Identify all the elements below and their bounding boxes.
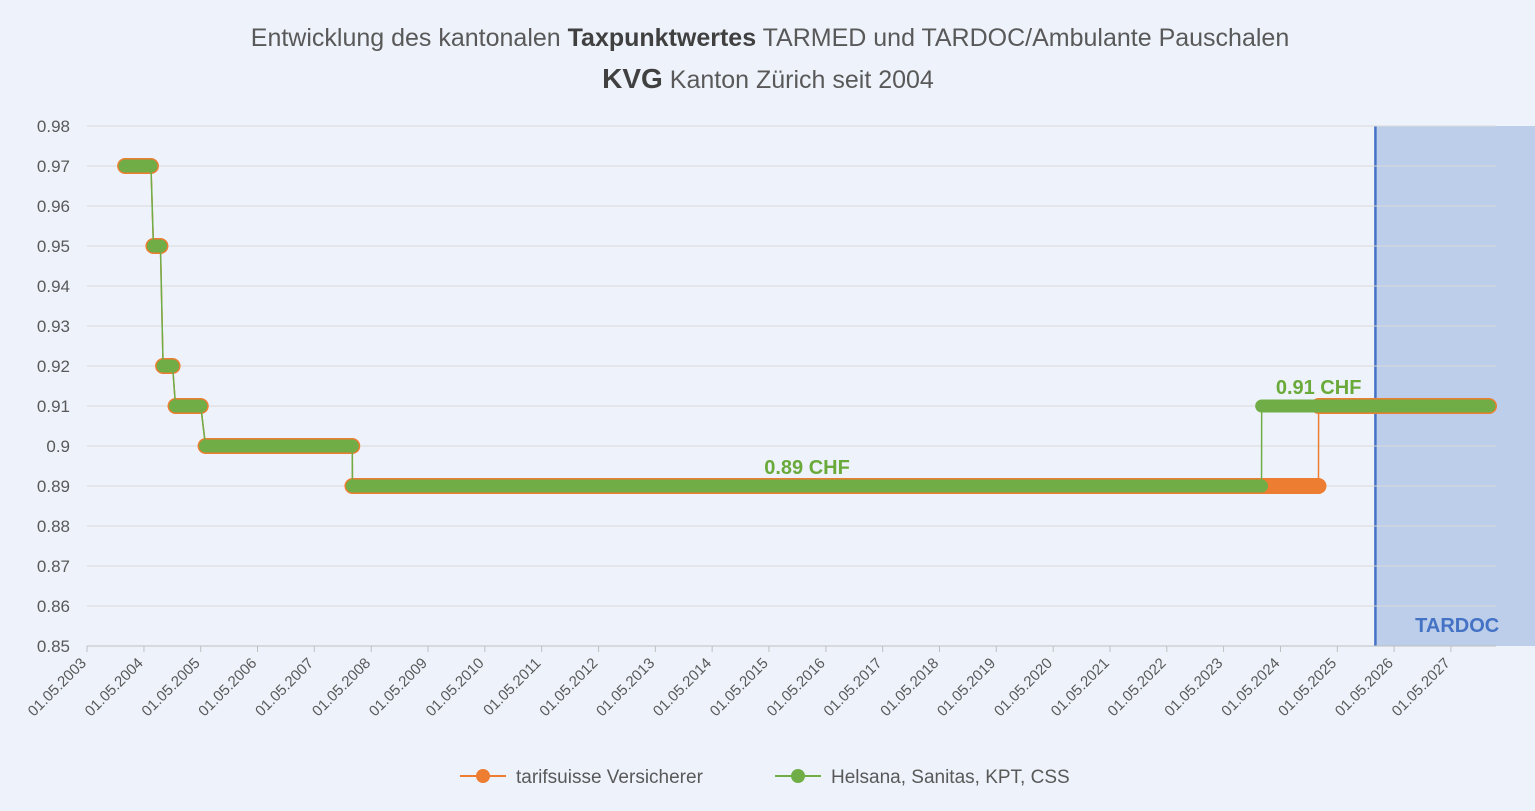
x-tick-label: 01.05.2006	[195, 655, 260, 720]
chart-title-line2: KVG Kanton Zürich seit 2004	[602, 63, 934, 94]
series-group	[117, 158, 1497, 494]
title-line1-pre: Entwicklung des kantonalen	[251, 24, 568, 52]
y-tick-label: 0.92	[37, 357, 70, 376]
title-line1-bold: Taxpunktwertes	[568, 24, 756, 52]
y-tick-label: 0.9	[46, 437, 70, 456]
y-tick-label: 0.91	[37, 397, 70, 416]
y-tick-label: 0.98	[37, 117, 70, 136]
x-tick-label: 01.05.2021	[1048, 655, 1113, 720]
x-axis-ticks: 01.05.200301.05.200401.05.200501.05.2006…	[25, 645, 1496, 720]
y-tick-label: 0.97	[37, 157, 70, 176]
x-tick-label: 01.05.2024	[1218, 655, 1283, 720]
x-tick-label: 01.05.2004	[82, 655, 147, 720]
x-tick-label: 01.05.2023	[1161, 655, 1226, 720]
annotation-label: 0.89 CHF	[764, 457, 850, 479]
y-tick-label: 0.96	[37, 197, 70, 216]
x-tick-label: 01.05.2010	[423, 655, 488, 720]
legend-swatch-marker	[791, 769, 805, 783]
x-tick-label: 01.05.2013	[593, 655, 658, 720]
chart-title-line1: Entwicklung des kantonalen Taxpunktwerte…	[251, 24, 1289, 52]
x-tick-label: 01.05.2014	[650, 655, 715, 720]
highlight-region-label: TARDOC	[1415, 615, 1499, 637]
x-tick-label: 01.05.2011	[480, 655, 544, 719]
y-tick-label: 0.93	[37, 317, 70, 336]
y-tick-label: 0.94	[37, 277, 70, 296]
title-line1-post: TARMED und TARDOC/Ambulante Pauschalen	[756, 24, 1289, 52]
highlight-region-rect	[1375, 126, 1535, 646]
x-tick-label: 01.05.2003	[25, 655, 90, 720]
y-tick-label: 0.87	[37, 557, 70, 576]
y-tick-label: 0.86	[37, 597, 70, 616]
y-tick-label: 0.85	[37, 637, 70, 656]
x-tick-label: 01.05.2009	[366, 655, 431, 720]
title-line2-post: Kanton Zürich seit 2004	[663, 66, 934, 94]
x-tick-label: 01.05.2022	[1104, 655, 1169, 720]
x-tick-label: 01.05.2025	[1275, 655, 1340, 720]
series-helsana-sanitas-kpt-css	[118, 159, 1496, 493]
x-tick-label: 01.05.2018	[877, 655, 942, 720]
x-tick-label: 01.05.2026	[1332, 655, 1397, 720]
legend-swatch-marker	[476, 769, 490, 783]
legend-label: tarifsuisse Versicherer	[516, 767, 704, 788]
x-tick-label: 01.05.2015	[707, 655, 772, 720]
x-tick-label: 01.05.2012	[536, 655, 601, 720]
gridlines	[87, 125, 1496, 647]
x-tick-label: 01.05.2005	[138, 655, 203, 720]
x-tick-label: 01.05.2007	[252, 655, 317, 720]
annotations: 0.89 CHF 0.91 CHF	[764, 377, 1361, 479]
x-tick-label: 01.05.2020	[991, 655, 1056, 720]
x-tick-label: 01.05.2019	[934, 655, 999, 720]
y-tick-label: 0.88	[37, 517, 70, 536]
x-tick-label: 01.05.2027	[1389, 655, 1454, 720]
y-axis-ticks: 0.98 0.97 0.96 0.95 0.94 0.93 0.92 0.91 0.9 0.89 0…	[37, 117, 70, 656]
legend: tarifsuisse Versicherer Helsana, Sanitas,…	[460, 767, 1070, 788]
y-tick-label: 0.95	[37, 237, 70, 256]
annotation-label: 0.91 CHF	[1276, 377, 1362, 399]
x-tick-label: 01.05.2016	[764, 655, 829, 720]
y-tick-label: 0.89	[37, 477, 70, 496]
x-tick-label: 01.05.2017	[820, 655, 885, 720]
highlight-region-group: TARDOC	[1374, 126, 1535, 646]
legend-label: Helsana, Sanitas, KPT, CSS	[831, 767, 1070, 788]
x-tick-label: 01.05.2008	[309, 655, 374, 720]
title-line2-bold: KVG	[602, 63, 663, 94]
